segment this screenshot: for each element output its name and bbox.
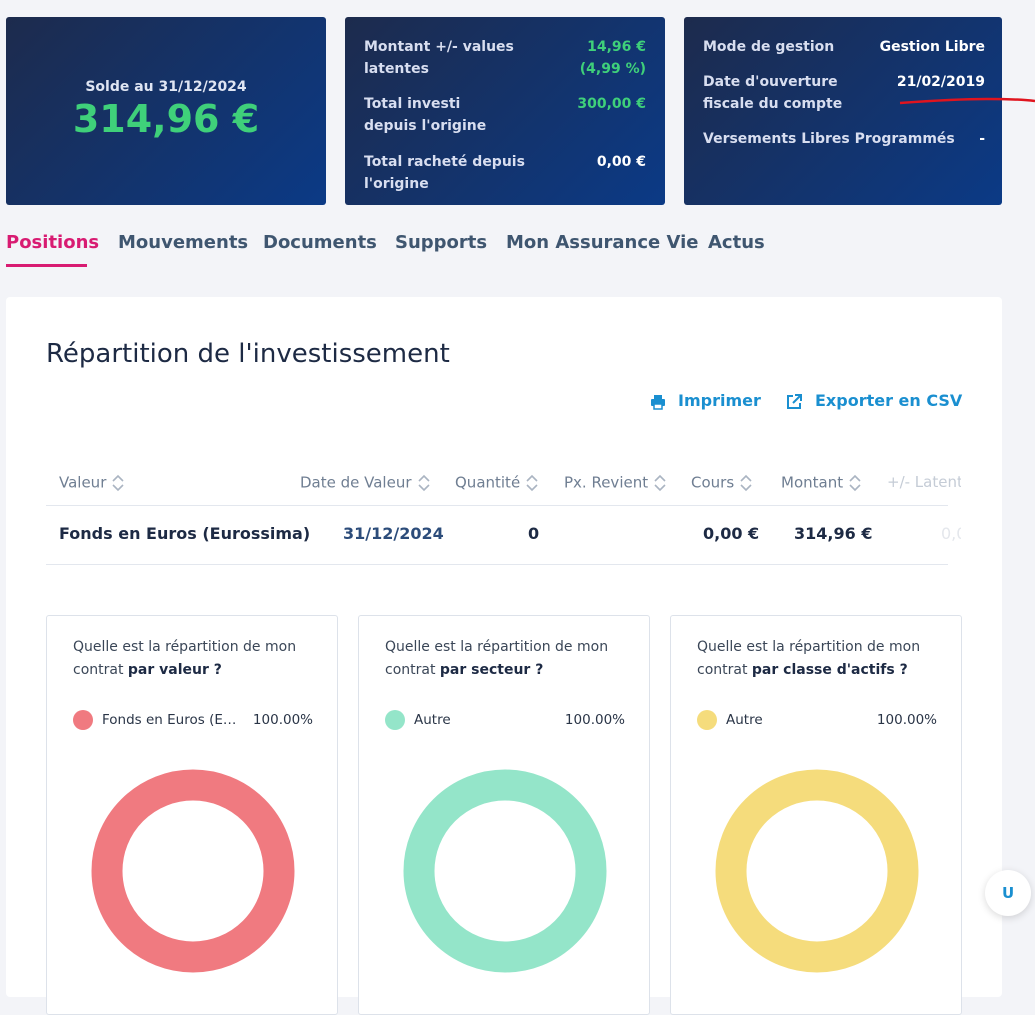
cell-cours: 0,00 € xyxy=(703,524,760,543)
header-text: +/- Latentes xyxy=(887,473,961,491)
export-icon xyxy=(787,394,802,409)
tab[interactable]: Documents xyxy=(263,232,377,253)
sort-icon[interactable] xyxy=(417,473,430,493)
header-text: Valeur xyxy=(59,473,107,492)
cell-latente: 0,0 xyxy=(941,524,961,543)
sort-icon[interactable] xyxy=(849,473,861,493)
tab-indicator xyxy=(6,264,87,267)
question: Quelle est la répartition de mon contrat… xyxy=(697,636,947,682)
account-card: Mode de gestion Gestion Libre Date d'ouv… xyxy=(684,17,1002,205)
stat-value: 0,00 € xyxy=(596,154,646,170)
column-header: +/- Latentes xyxy=(887,473,961,491)
header-text: Px. Revient xyxy=(564,473,649,492)
legend-value: 100.00% xyxy=(252,712,313,728)
balance: 314,96 € xyxy=(72,97,260,141)
sort-icon[interactable] xyxy=(526,473,538,493)
account-value: 21/02/2019 xyxy=(896,74,985,90)
donut-chart xyxy=(91,769,295,973)
legend-dot xyxy=(697,710,717,730)
question-text: Quelle est la répartition de mon contrat xyxy=(697,639,921,678)
legend: Autre 100.00% xyxy=(385,710,625,730)
header-text: Quantité xyxy=(455,473,521,492)
question-text: Quelle est la répartition de mon contrat xyxy=(73,639,297,678)
sort-icon[interactable] xyxy=(740,473,752,493)
chart-card: Quelle est la répartition de mon contrat… xyxy=(46,615,338,1015)
chart-card: Quelle est la répartition de mon contrat… xyxy=(670,615,962,1015)
stat-value: 14,96 € xyxy=(587,39,646,55)
cell-valeur: Fonds en Euros (Eurossima) xyxy=(59,524,311,543)
tab-active[interactable]: Positions xyxy=(6,232,100,253)
donut-segment xyxy=(715,769,919,973)
question-emphasis: par valeur ? xyxy=(127,662,222,678)
legend: Autre 100.00% xyxy=(697,710,937,730)
balance-label: Solde au 31/12/2024 xyxy=(85,79,247,95)
export-button[interactable]: Exporter en CSV xyxy=(815,391,963,410)
sort-icon[interactable] xyxy=(654,473,666,493)
stat-label: Montant +/- values latentes xyxy=(364,39,514,77)
question-emphasis: par classe d'actifs ? xyxy=(751,662,908,678)
row-divider xyxy=(46,564,948,565)
column-header: Date de Valeur xyxy=(300,473,430,493)
tab[interactable]: Mon Assurance Vie xyxy=(506,232,699,253)
tab[interactable]: Actus xyxy=(708,232,765,253)
cell-quantite: 0 xyxy=(528,524,540,543)
cell-date[interactable]: 31/12/2024 xyxy=(343,524,444,543)
column-header: Quantité xyxy=(455,473,538,493)
help-button[interactable]: U xyxy=(985,870,1031,916)
donut-segment xyxy=(91,769,295,973)
balance-card: Solde au 31/12/2024 314,96 € xyxy=(6,17,326,205)
question: Quelle est la répartition de mon contrat… xyxy=(385,636,635,682)
legend-dot xyxy=(385,710,405,730)
header-text: Cours xyxy=(691,473,735,492)
print-icon xyxy=(651,395,665,410)
cell-montant: 314,96 € xyxy=(794,524,873,543)
donut-segment xyxy=(403,769,607,973)
tab[interactable]: Supports xyxy=(395,232,488,253)
donut-chart xyxy=(403,769,607,973)
legend-value: 100.00% xyxy=(876,712,937,728)
chart-card: Quelle est la répartition de mon contrat… xyxy=(358,615,650,1015)
stat-label: Total investi depuis l'origine xyxy=(364,96,487,134)
account-value: - xyxy=(979,131,985,147)
donut-chart xyxy=(715,769,919,973)
tab[interactable]: Mouvements xyxy=(118,232,249,253)
legend-dot xyxy=(73,710,93,730)
stats-card: Montant +/- values latentes 14,96 € (4,9… xyxy=(345,17,665,205)
stat-value: 300,00 € xyxy=(577,96,646,112)
header-text: Montant xyxy=(781,473,844,492)
column-header: Montant xyxy=(781,473,861,493)
legend-name: Fonds en Euros (Eurossima) xyxy=(102,712,242,728)
legend: Fonds en Euros (Eurossima) 100.00% xyxy=(73,710,313,730)
legend-name: Autre xyxy=(414,712,451,728)
account-label: Mode de gestion xyxy=(703,39,835,55)
legend-value: 100.00% xyxy=(564,712,625,728)
account-label: Versements Libres Programmés xyxy=(703,131,955,147)
stat-sub: (4,99 %) xyxy=(579,61,646,77)
page: Solde au 31/12/2024 314,96 € Montant +/-… xyxy=(6,17,1035,1015)
print-button[interactable]: Imprimer xyxy=(678,391,761,410)
section-title: Répartition de l'investissement xyxy=(46,339,450,369)
annotation-underline xyxy=(899,97,1035,105)
legend-name: Autre xyxy=(726,712,763,728)
header-text: Date de Valeur xyxy=(300,473,412,492)
column-header: Px. Revient xyxy=(564,473,666,493)
question: Quelle est la répartition de mon contrat… xyxy=(73,636,323,682)
stat-label: Total racheté depuis l'origine xyxy=(364,154,525,192)
column-header: Cours xyxy=(691,473,752,493)
account-label: Date d'ouverture fiscale du compte xyxy=(703,74,843,112)
account-value: Gestion Libre xyxy=(879,39,985,55)
question-text: Quelle est la répartition de mon contrat xyxy=(385,639,609,678)
sort-icon[interactable] xyxy=(112,473,124,493)
question-emphasis: par secteur ? xyxy=(439,662,544,678)
row-divider xyxy=(46,505,948,506)
column-header: Valeur xyxy=(59,473,124,493)
